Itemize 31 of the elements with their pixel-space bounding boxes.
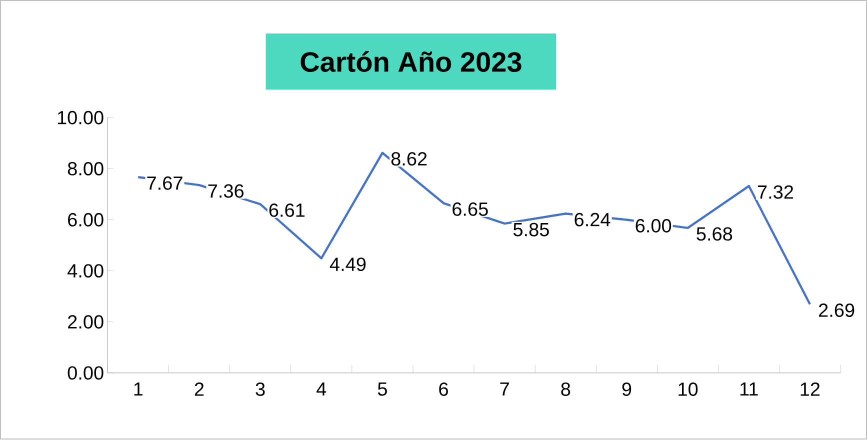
y-tick-label: 8.00 — [68, 162, 104, 176]
data-label: 5.68 — [696, 227, 732, 241]
x-tick-label: 9 — [622, 382, 632, 396]
y-tick-label: 0.00 — [68, 366, 104, 380]
x-tick-label: 12 — [800, 382, 820, 396]
data-label: 6.00 — [636, 219, 672, 233]
y-tick-label: 2.00 — [68, 315, 104, 329]
y-tick-label: 6.00 — [68, 213, 104, 227]
x-tick-label: 3 — [256, 382, 265, 396]
x-tick-label: 11 — [740, 382, 758, 396]
data-label: 2.69 — [819, 304, 854, 318]
data-label: 4.49 — [330, 258, 366, 272]
x-tick-label: 2 — [194, 382, 204, 396]
data-label: 6.24 — [574, 213, 610, 227]
x-tick-label: 6 — [439, 382, 448, 396]
chart-title: Cartón Año 2023 — [300, 51, 522, 72]
x-tick-label: 1 — [134, 382, 143, 396]
x-tick-label: 5 — [378, 382, 387, 396]
x-tick-label: 7 — [500, 382, 509, 396]
data-label: 5.85 — [513, 223, 549, 237]
data-label: 8.62 — [391, 152, 427, 166]
data-label: 7.36 — [208, 184, 244, 198]
x-tick-label: 8 — [561, 382, 570, 396]
x-tick-label: 10 — [678, 382, 698, 396]
y-tick-label: 4.00 — [68, 264, 104, 278]
data-label: 6.65 — [452, 202, 488, 216]
data-label: 7.67 — [147, 176, 182, 190]
y-tick-label: 10.00 — [58, 111, 104, 125]
data-label: 7.32 — [758, 186, 794, 200]
x-tick-label: 4 — [316, 382, 326, 396]
data-label: 6.61 — [269, 204, 304, 218]
